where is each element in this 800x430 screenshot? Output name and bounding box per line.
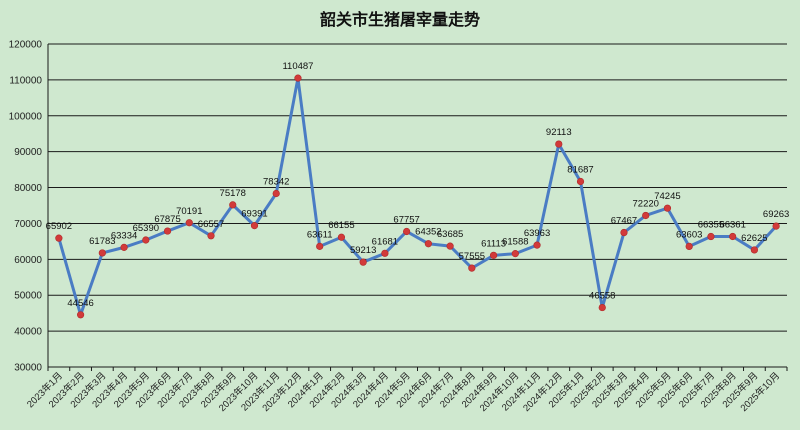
gridlines: [48, 43, 787, 332]
data-value-label: 59213: [350, 245, 376, 256]
data-point-marker: [163, 227, 172, 235]
data-point-marker: [381, 249, 389, 257]
data-value-label: 67757: [393, 214, 419, 225]
data-point-marker: [729, 232, 737, 241]
chart-title: 韶关市生猪屠宰量走势: [319, 10, 480, 29]
data-value-label: 61681: [372, 236, 398, 247]
data-value-label: 74245: [654, 191, 680, 202]
data-point-marker: [229, 201, 237, 209]
data-value-label: 67875: [154, 214, 180, 225]
y-axis: 30000 40000 50000 60000 70000 80000 90000 10000…: [9, 40, 49, 374]
data-point-marker: [620, 228, 628, 237]
data-value-label: 110487: [282, 61, 313, 72]
y-tick-label: 70000: [14, 219, 42, 230]
data-value-label: 81687: [567, 165, 593, 176]
data-value-label: 72220: [633, 198, 659, 209]
data-point-marker: [98, 249, 106, 257]
y-tick-label: 40000: [14, 327, 42, 338]
data-point-marker: [294, 74, 302, 82]
y-tick-label: 100000: [9, 111, 43, 122]
data-value-label: 64352: [415, 227, 441, 238]
data-value-label: 75178: [220, 188, 246, 199]
data-value-label: 66557: [198, 219, 224, 230]
data-point-marker: [250, 222, 259, 230]
data-value-label: 65902: [46, 221, 72, 232]
data-point-marker: [424, 240, 432, 248]
data-value-label: 69263: [763, 209, 789, 220]
data-value-label: 67467: [611, 216, 637, 227]
data-series-line: [55, 74, 780, 319]
data-point-marker: [772, 222, 780, 230]
data-value-label: 65390: [133, 223, 159, 234]
data-value-label: 44546: [67, 298, 93, 309]
data-point-marker: [642, 211, 650, 220]
data-point-marker: [55, 234, 63, 242]
data-value-label: 61783: [89, 236, 115, 247]
x-axis: 2023年1月2023年2月2023年3月2023年4月2023年5月2023年…: [24, 366, 788, 414]
data-value-label: 63603: [676, 229, 702, 240]
data-value-label: 57555: [459, 251, 485, 262]
data-point-marker: [685, 242, 693, 251]
data-value-label: 46558: [589, 291, 615, 302]
data-point-marker: [707, 232, 715, 241]
data-point-marker: [533, 241, 541, 249]
data-value-label: 66361: [719, 220, 745, 231]
series-line: [57, 76, 778, 317]
data-point-marker: [663, 204, 672, 212]
data-point-marker: [359, 258, 367, 266]
data-point-marker: [511, 250, 519, 258]
data-value-label: 78342: [263, 177, 289, 188]
data-value-label: 69391: [241, 209, 267, 220]
data-value-label: 92113: [546, 127, 572, 138]
y-tick-label: 60000: [14, 255, 42, 266]
data-point-marker: [207, 232, 215, 240]
data-point-marker: [185, 219, 193, 227]
y-tick-label: 30000: [14, 363, 42, 374]
data-value-label: 63963: [524, 228, 550, 239]
data-value-label: 61588: [502, 237, 528, 248]
y-tick-label: 80000: [14, 183, 42, 194]
data-value-label: 66155: [328, 220, 354, 231]
y-tick-label: 50000: [14, 291, 42, 302]
data-value-label: 63685: [437, 229, 463, 240]
data-point-marker: [403, 227, 411, 236]
data-point-marker: [120, 243, 128, 251]
data-point-marker: [337, 233, 346, 241]
y-tick-label: 120000: [9, 40, 43, 51]
data-point-marker: [142, 236, 150, 244]
data-value-label: 70191: [176, 206, 202, 217]
data-point-marker: [77, 311, 85, 319]
y-tick-label: 90000: [14, 147, 42, 158]
y-tick-label: 110000: [9, 75, 42, 86]
data-value-label: 63611: [307, 229, 333, 240]
data-value-label: 61113: [481, 238, 506, 249]
data-point-marker: [750, 246, 758, 254]
data-point-marker: [272, 189, 280, 198]
data-point-marker: [446, 242, 454, 250]
data-point-marker: [316, 242, 324, 250]
data-point-marker: [555, 140, 563, 148]
data-point-marker: [576, 177, 585, 186]
data-value-label: 66355: [698, 220, 724, 231]
data-point-marker: [468, 264, 476, 272]
data-point-marker: [598, 303, 606, 312]
data-value-label: 63334: [111, 230, 137, 241]
data-value-label: 62625: [741, 233, 767, 244]
data-point-marker: [489, 251, 498, 259]
